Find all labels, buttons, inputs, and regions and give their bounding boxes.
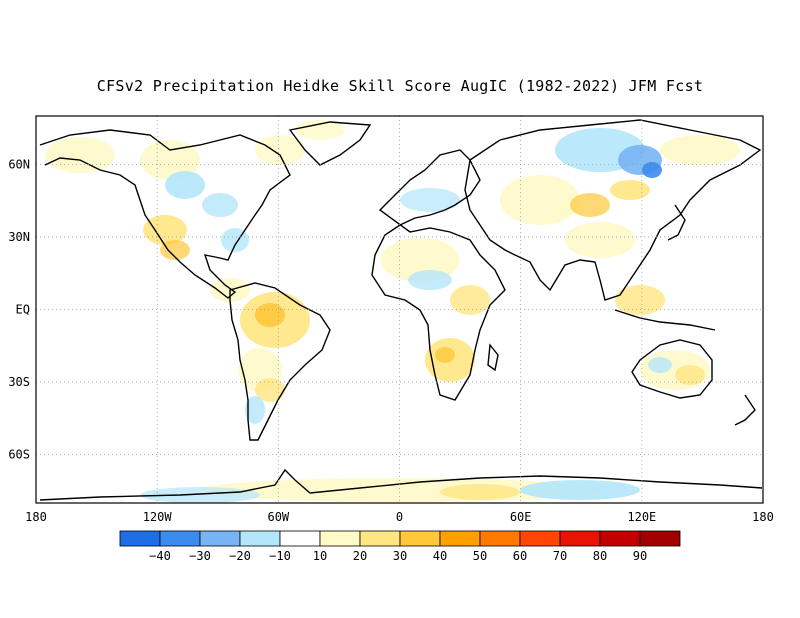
colorbar-label: 10 (313, 549, 327, 563)
colorbar-label: 40 (433, 549, 447, 563)
colorbar: −40 −30 −20 −10 10 20 30 40 50 60 70 80 90 (119, 530, 681, 563)
colorbar-swatch (639, 530, 681, 547)
lon-tick-label: 180 (25, 510, 47, 524)
colorbar-label: −40 (149, 549, 171, 563)
colorbar-label: 70 (553, 549, 567, 563)
coastlines (39, 119, 763, 501)
colorbar-swatch (439, 530, 481, 547)
colorbar-swatch (199, 530, 241, 547)
colorbar-label: −10 (269, 549, 291, 563)
lon-tick-label: 60W (267, 510, 289, 524)
lon-tick-label: 120W (143, 510, 173, 524)
colorbar-label: 20 (353, 549, 367, 563)
colorbar-swatch (239, 530, 281, 547)
lon-tick-label: 180 (752, 510, 774, 524)
lat-tick-label: 60S (8, 448, 30, 462)
graticule (36, 116, 763, 503)
colorbar-swatch (279, 530, 321, 547)
colorbar-label: −30 (189, 549, 211, 563)
lat-tick-label: 60N (8, 157, 30, 171)
colorbar-label: 50 (473, 549, 487, 563)
colorbar-swatch (399, 530, 441, 547)
colorbar-swatch (159, 530, 201, 547)
lat-tick-label: 30S (8, 375, 30, 389)
longitude-labels: 180 120W 60W 0 60E 120E 180 (25, 510, 774, 524)
colorbar-label: 80 (593, 549, 607, 563)
colorbar-swatch (119, 530, 161, 547)
colorbar-label: 90 (633, 549, 647, 563)
lon-tick-label: 120E (627, 510, 656, 524)
colorbar-swatch (559, 530, 601, 547)
map-frame (35, 115, 764, 504)
lat-tick-label: 30N (8, 230, 30, 244)
lat-tick-label: EQ (16, 303, 30, 317)
colorbar-swatch (519, 530, 561, 547)
map-title: CFSv2 Precipitation Heidke Skill Score A… (96, 77, 704, 95)
skill-field (45, 120, 740, 503)
colorbar-swatch (319, 530, 361, 547)
colorbar-swatch (599, 530, 641, 547)
colorbar-swatch (479, 530, 521, 547)
colorbar-label: 30 (393, 549, 407, 563)
colorbar-swatch (359, 530, 401, 547)
lon-tick-label: 0 (396, 510, 403, 524)
colorbar-label: 60 (513, 549, 527, 563)
colorbar-label: −20 (229, 549, 251, 563)
latitude-labels: 60N 30N EQ 30S 60S (8, 157, 30, 461)
lon-tick-label: 60E (510, 510, 532, 524)
